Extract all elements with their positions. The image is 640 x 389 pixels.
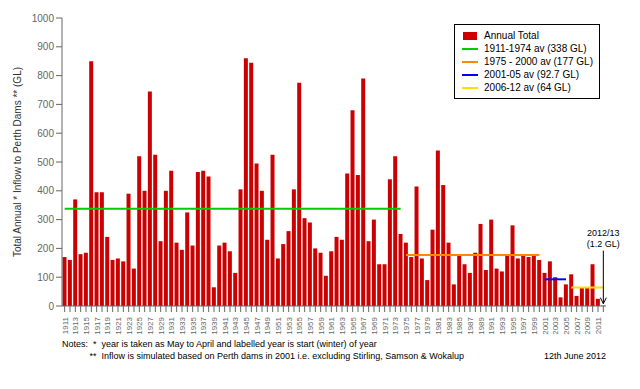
svg-text:100: 100: [37, 272, 54, 283]
svg-text:300: 300: [37, 214, 54, 225]
svg-text:1955: 1955: [295, 316, 304, 334]
html-text:** Inflow is simulated based o: ** Inflow is simulated based on Perth da…: [62, 351, 464, 361]
svg-text:0: 0: [48, 301, 54, 312]
svg-text:1939: 1939: [210, 316, 219, 334]
svg-text:1991: 1991: [487, 316, 496, 334]
svg-text:200: 200: [37, 243, 54, 254]
svg-text:2007: 2007: [573, 316, 582, 334]
svg-text:2012/13(1.2 GL): 2012/13(1.2 GL): [587, 228, 620, 249]
svg-text:1925: 1925: [135, 316, 144, 334]
svg-text:1985: 1985: [455, 316, 464, 334]
svg-text:600: 600: [37, 128, 54, 139]
svg-text:1000: 1000: [32, 13, 55, 24]
svg-text:1943: 1943: [231, 316, 240, 334]
svg-text:1969: 1969: [370, 316, 379, 334]
svg-text:1993: 1993: [498, 316, 507, 334]
svg-text:800: 800: [37, 70, 54, 81]
svg-text:1997: 1997: [519, 316, 528, 334]
svg-text:1937: 1937: [199, 316, 208, 334]
svg-text:1965: 1965: [349, 316, 358, 334]
svg-text:500: 500: [37, 157, 54, 168]
svg-text:1957: 1957: [306, 316, 315, 334]
svg-text:2003: 2003: [551, 316, 560, 334]
svg-text:Total Annual * Inflow to Perth: Total Annual * Inflow to Perth Dams ** (…: [12, 67, 23, 257]
html-text:12th June 2012: 12th June 2012: [543, 351, 606, 361]
svg-text:2009: 2009: [583, 316, 592, 334]
svg-text:1911: 1911: [61, 316, 70, 334]
svg-text:2001: 2001: [541, 316, 550, 334]
svg-text:1941: 1941: [221, 316, 230, 334]
svg-text:1913: 1913: [71, 316, 80, 334]
svg-text:1999: 1999: [530, 316, 539, 334]
svg-text:1931: 1931: [167, 316, 176, 334]
svg-text:1971: 1971: [381, 316, 390, 334]
svg-text:1959: 1959: [317, 316, 326, 334]
html-text:2006-12 av (64 GL): 2006-12 av (64 GL): [484, 82, 571, 93]
svg-text:1975: 1975: [402, 316, 411, 334]
svg-text:1973: 1973: [391, 316, 400, 334]
svg-text:400: 400: [37, 185, 54, 196]
svg-text:1979: 1979: [423, 316, 432, 334]
svg-text:1989: 1989: [477, 316, 486, 334]
svg-text:2005: 2005: [562, 316, 571, 334]
svg-text:900: 900: [37, 41, 54, 52]
svg-text:1919: 1919: [103, 316, 112, 334]
svg-text:1977: 1977: [413, 316, 422, 334]
svg-text:1949: 1949: [263, 316, 272, 334]
svg-text:1923: 1923: [125, 316, 134, 334]
html-text:Annual Total: Annual Total: [484, 30, 539, 41]
svg-text:1961: 1961: [327, 316, 336, 334]
html-text:1911-1974 av (338 GL): 1911-1974 av (338 GL): [484, 43, 587, 54]
svg-text:1935: 1935: [189, 316, 198, 334]
svg-text:1951: 1951: [274, 316, 283, 334]
svg-text:1983: 1983: [445, 316, 454, 334]
svg-text:1917: 1917: [93, 316, 102, 334]
svg-text:1963: 1963: [338, 316, 347, 334]
svg-text:1981: 1981: [434, 316, 443, 334]
html-text:Notes: * year is taken as May: Notes: * year is taken as May to April a…: [62, 339, 377, 349]
svg-text:1995: 1995: [509, 316, 518, 334]
svg-text:1915: 1915: [82, 316, 91, 334]
html-text:2001-05 av (92.7 GL): 2001-05 av (92.7 GL): [484, 69, 580, 80]
svg-text:1933: 1933: [178, 316, 187, 334]
svg-text:1987: 1987: [466, 316, 475, 334]
svg-text:1921: 1921: [114, 316, 123, 334]
svg-text:1945: 1945: [242, 316, 251, 334]
html-text:1975 - 2000 av (177 GL): 1975 - 2000 av (177 GL): [484, 56, 593, 67]
svg-text:2011: 2011: [594, 316, 603, 334]
svg-text:1929: 1929: [157, 316, 166, 334]
svg-text:1953: 1953: [285, 316, 294, 334]
svg-text:700: 700: [37, 99, 54, 110]
svg-text:1947: 1947: [253, 316, 262, 334]
svg-text:1967: 1967: [359, 316, 368, 334]
svg-text:1927: 1927: [146, 316, 155, 334]
